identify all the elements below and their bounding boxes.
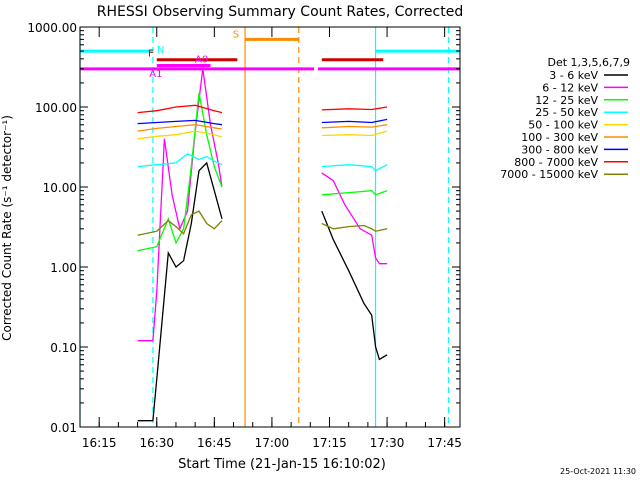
x-tick-label: 17:00: [255, 436, 290, 450]
date-stamp: 25-Oct-2021 11:30: [560, 467, 636, 476]
series-line: [137, 92, 223, 252]
flag-bar-label: S: [233, 29, 239, 40]
flag-bar-label: F: [148, 49, 154, 60]
series-line: [137, 119, 223, 126]
x-tick-label: 16:30: [139, 436, 174, 450]
y-tick-label: 0.01: [50, 421, 77, 435]
legend-label: 800 - 7000 keV: [514, 156, 598, 169]
x-tick-label: 17:30: [370, 436, 405, 450]
flag-bar-label: A0: [195, 55, 208, 66]
flag-bars: N S F A0 A1: [80, 29, 460, 80]
legend-label: 3 - 6 keV: [549, 69, 598, 82]
series-line: [137, 124, 223, 132]
legend-header: Det 1,3,5,6,7,9: [547, 56, 630, 69]
y-tick-label: 1.00: [50, 261, 77, 275]
series-line: [137, 130, 223, 140]
series-line: [137, 210, 223, 236]
series-line: [321, 190, 388, 196]
legend-label: 6 - 12 keV: [542, 81, 598, 94]
x-axis: 16:15 16:30 16:45 17:00 17:15 17:30 17:45: [79, 27, 462, 450]
x-tick-label: 16:45: [197, 436, 232, 450]
x-tick-label: 17:45: [427, 436, 462, 450]
legend-label: 300 - 800 keV: [521, 143, 598, 156]
legend-label: 50 - 100 keV: [528, 119, 598, 132]
legend-label: 25 - 50 keV: [535, 106, 598, 119]
y-tick-label: 100.00: [35, 101, 77, 115]
series-line: [321, 118, 388, 124]
legend-label: 7000 - 15000 keV: [500, 168, 598, 181]
series-lines: [137, 68, 388, 422]
vertical-markers: [79, 27, 450, 427]
plot-frame: [79, 26, 461, 428]
series-line: [321, 106, 388, 111]
x-tick-label: 17:15: [312, 436, 347, 450]
series-line: [321, 130, 388, 137]
y-axis: 0.01 0.10 1.00 10.00 100.00 1000.00: [27, 21, 460, 435]
y-tick-label: 10.00: [43, 181, 77, 195]
series-line: [321, 164, 388, 172]
series-line: [137, 104, 223, 114]
x-axis-label: Start Time (21-Jan-15 16:10:02): [178, 457, 386, 472]
series-line: [137, 153, 223, 168]
series-line: [137, 161, 223, 422]
legend-label: 12 - 25 keV: [535, 94, 598, 107]
x-tick-label: 16:15: [82, 436, 117, 450]
series-line: [321, 124, 388, 129]
chart-title: RHESSI Observing Summary Count Rates, Co…: [97, 4, 463, 20]
series-line: [321, 222, 388, 232]
series-line: [321, 172, 388, 265]
flag-bar-label: N: [157, 45, 164, 56]
y-tick-label: 0.10: [50, 341, 77, 355]
flag-bar-label: A1: [149, 69, 162, 80]
series-line: [321, 210, 388, 361]
legend-label: 100 - 300 keV: [521, 131, 598, 144]
y-axis-label: Corrected Count Rate (s⁻¹ detector⁻¹): [0, 115, 14, 341]
series-line: [137, 68, 223, 342]
y-tick-label: 1000.00: [27, 21, 77, 35]
